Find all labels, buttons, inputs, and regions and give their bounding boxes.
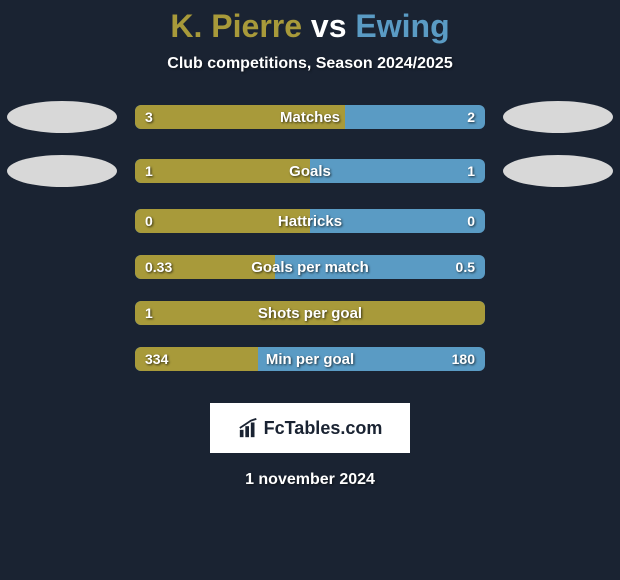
title: K. Pierre vs Ewing xyxy=(170,8,449,45)
player1-name: K. Pierre xyxy=(170,8,302,44)
stat-rows: 3Matches2 1Goals1 0Hattricks0 0.33Goals per… xyxy=(7,101,613,393)
stat-bar: 1Shots per goal xyxy=(135,301,485,325)
stat-value-right: 1 xyxy=(467,163,475,179)
stat-value-right: 0.5 xyxy=(456,259,475,275)
stat-label: Goals per match xyxy=(135,259,485,276)
stat-bar: 3Matches2 xyxy=(135,105,485,129)
stat-label: Goals xyxy=(135,163,485,180)
brand-label: FcTables.com xyxy=(264,418,383,439)
player2-badge xyxy=(503,101,613,133)
stat-label: Shots per goal xyxy=(135,305,485,322)
stat-bar: 0Hattricks0 xyxy=(135,209,485,233)
stat-row: 1Shots per goal xyxy=(7,301,613,325)
date-text: 1 november 2024 xyxy=(245,471,375,489)
player2-badge xyxy=(503,155,613,187)
player2-name: Ewing xyxy=(355,8,449,44)
stat-value-right: 0 xyxy=(467,213,475,229)
player1-badge xyxy=(7,101,117,133)
chart-icon xyxy=(238,417,260,439)
brand-box: FcTables.com xyxy=(210,403,410,453)
stat-label: Matches xyxy=(135,109,485,126)
stat-value-right: 2 xyxy=(467,109,475,125)
stat-bar: 334Min per goal180 xyxy=(135,347,485,371)
comparison-infographic: K. Pierre vs Ewing Club competitions, Se… xyxy=(0,0,620,580)
stat-row: 0.33Goals per match0.5 xyxy=(7,255,613,279)
stat-label: Min per goal xyxy=(135,351,485,368)
stat-bar: 1Goals1 xyxy=(135,159,485,183)
stat-bar: 0.33Goals per match0.5 xyxy=(135,255,485,279)
subtitle: Club competitions, Season 2024/2025 xyxy=(167,55,452,73)
stat-row: 3Matches2 xyxy=(7,101,613,133)
stat-row: 334Min per goal180 xyxy=(7,347,613,371)
stat-row: 0Hattricks0 xyxy=(7,209,613,233)
brand-text: FcTables.com xyxy=(238,417,383,439)
player1-badge xyxy=(7,155,117,187)
vs-text: vs xyxy=(311,8,347,44)
stat-row: 1Goals1 xyxy=(7,155,613,187)
stat-label: Hattricks xyxy=(135,213,485,230)
stat-value-right: 180 xyxy=(452,351,475,367)
